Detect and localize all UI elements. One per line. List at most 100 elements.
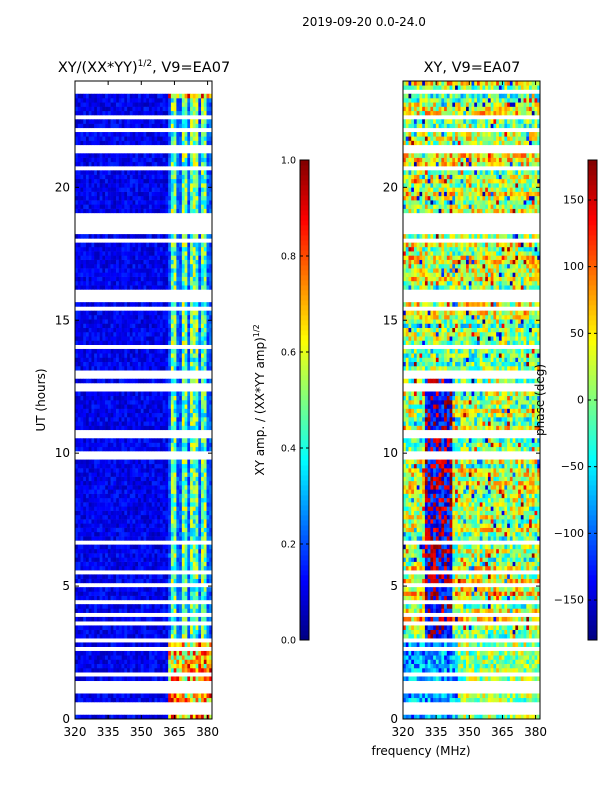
amp-cell (163, 179, 166, 184)
amp-cell (185, 579, 188, 584)
amp-cell (122, 141, 125, 146)
amp-cell (91, 162, 94, 167)
amp-cell (124, 481, 127, 486)
amp-cell (168, 447, 171, 452)
amp-cell (144, 357, 147, 362)
amp-cell (196, 523, 199, 528)
amp-cell (97, 698, 100, 703)
amp-cell (157, 323, 160, 328)
amp-cell (105, 481, 108, 486)
amp-cell (157, 438, 160, 443)
amp-cell (86, 268, 89, 273)
amp-cell (149, 170, 152, 175)
amp-cell (193, 158, 196, 163)
amp-cell (102, 272, 105, 277)
amp-cell (105, 336, 108, 341)
amp-cell (86, 468, 89, 473)
amp-cell (146, 285, 149, 290)
amp-cell (89, 447, 92, 452)
amp-cell (149, 566, 152, 571)
amp-cell (176, 281, 179, 286)
amp-cell (80, 315, 83, 320)
amp-cell (207, 209, 210, 214)
amp-cell (111, 545, 114, 550)
amp-cell (144, 528, 147, 533)
amp-cell (133, 264, 136, 269)
amp-cell (165, 562, 168, 567)
amp-cell (124, 170, 127, 175)
amp-cell (78, 396, 81, 401)
amp-cell (157, 285, 160, 290)
amp-cell (207, 625, 210, 630)
amp-cell (127, 443, 130, 448)
amp-cell (152, 268, 155, 273)
amp-cell (89, 545, 92, 550)
amp-cell (122, 553, 125, 558)
amp-cell (196, 591, 199, 596)
amp-cell (152, 630, 155, 635)
amp-cell (124, 200, 127, 205)
amp-cell (154, 506, 157, 511)
amp-cell (201, 175, 204, 180)
amp-cell (193, 523, 196, 528)
amp-cell (198, 634, 201, 639)
amp-cell (168, 494, 171, 499)
amp-cell (157, 693, 160, 698)
amp-cell (78, 170, 81, 175)
amp-cell (174, 391, 177, 396)
amp-cell (86, 642, 89, 647)
amp-cell (168, 630, 171, 635)
amp-cell (152, 409, 155, 414)
amp-cell (100, 268, 103, 273)
amp-cell (201, 409, 204, 414)
amp-cell (113, 579, 116, 584)
amp-cell (97, 651, 100, 656)
amp-cell (179, 494, 182, 499)
amp-cell (187, 357, 190, 362)
amp-cell (154, 187, 157, 192)
amp-cell (141, 251, 144, 256)
amp-cell (160, 204, 163, 209)
amp-cell (113, 336, 116, 341)
amp-cell (108, 200, 111, 205)
amp-cell (122, 243, 125, 248)
amp-cell (111, 268, 114, 273)
amp-cell (204, 634, 207, 639)
amp-cell (116, 676, 119, 681)
amp-cell (102, 357, 105, 362)
amp-cell (78, 604, 81, 609)
amp-cell (141, 659, 144, 664)
amp-cell (196, 179, 199, 184)
amp-cell (78, 391, 81, 396)
amp-cell (89, 506, 92, 511)
amp-cell (179, 200, 182, 205)
amp-cell (80, 498, 83, 503)
amp-cell (193, 676, 196, 681)
amp-cell (130, 409, 133, 414)
amp-cell (97, 557, 100, 562)
amp-cell (201, 664, 204, 669)
amp-cell (152, 209, 155, 214)
amp-cell (91, 617, 94, 622)
amp-cell (138, 285, 141, 290)
amp-cell (196, 617, 199, 622)
amp-cell (135, 664, 138, 669)
amp-cell (127, 426, 130, 431)
amp-cell (179, 209, 182, 214)
amp-cell (97, 468, 100, 473)
amp-cell (171, 319, 174, 324)
amp-cell (105, 400, 108, 405)
amp-cell (97, 562, 100, 567)
amp-cell (108, 255, 111, 260)
amp-cell (163, 302, 166, 307)
amp-cell (80, 404, 83, 409)
amp-cell (133, 528, 136, 533)
amp-cell (89, 247, 92, 252)
amp-cell (160, 630, 163, 635)
amp-cell (78, 532, 81, 537)
amp-cell (168, 366, 171, 371)
amp-cell (193, 421, 196, 426)
amp-cell (187, 196, 190, 201)
amp-cell (138, 400, 141, 405)
amp-cell (165, 391, 168, 396)
